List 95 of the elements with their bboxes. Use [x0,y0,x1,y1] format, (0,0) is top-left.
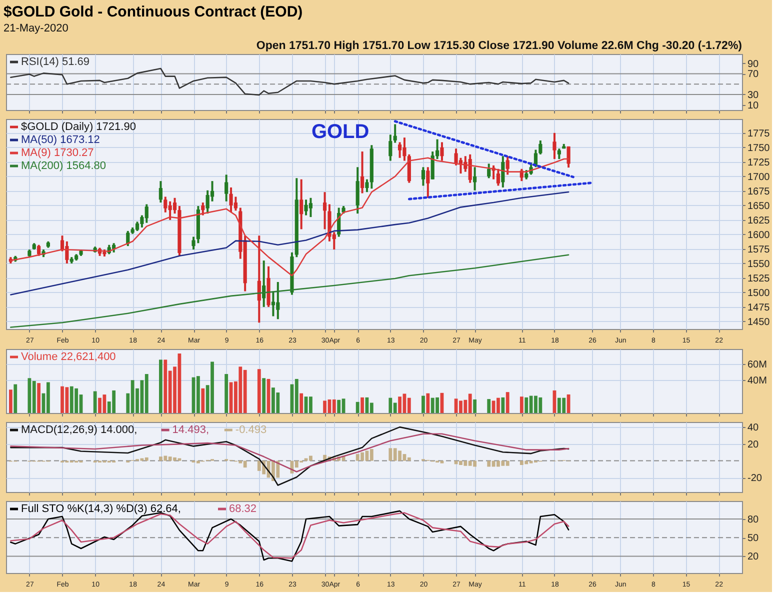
legend-label: Volume 22,621,400 [21,351,116,363]
bar [224,374,228,413]
y-tick-label: 40M [748,376,767,387]
bar [37,383,41,413]
y-tick-label: 80 [748,514,760,526]
y-tick-label: 1525 [748,273,770,284]
y-tick-label: 1650 [748,200,770,212]
y-tick-label: 20 [748,439,760,450]
bar [487,460,491,467]
chart-subtitle: 21-May-2020 [4,22,68,34]
bar [426,393,430,413]
y-tick-label: 1725 [748,157,770,168]
bar [501,397,505,413]
y-tick-label: 1675 [748,186,770,198]
bar [506,392,510,413]
bar [8,390,12,413]
y-tick-label: 40 [748,422,760,434]
bar [46,382,50,413]
chart-title: $GOLD Gold - Continuous Contract (EOD) [4,4,303,20]
candlestick [271,290,276,318]
legend-label: -0.493 [235,424,267,436]
bar [520,396,524,413]
bar [14,384,18,413]
bar [201,388,205,413]
candlestick [496,168,500,187]
legend-label: 14.493, [172,424,210,436]
bar [337,400,341,413]
y-tick-label: 1600 [748,230,770,241]
candlestick [552,132,556,160]
legend-label: MA(50) 1673.12 [21,134,100,146]
y-tick-label: 70 [748,69,760,80]
y-tick-label: 20 [748,552,760,563]
candlestick [300,178,304,230]
bar [407,398,411,413]
y-tick-label: 10 [748,100,760,112]
y-tick-label: 1450 [748,316,770,328]
bar [370,448,374,461]
y-tick-label: 1475 [748,302,770,314]
bar [294,378,298,413]
y-tick-label: 1750 [748,142,770,154]
candlestick [393,123,397,144]
y-tick-label: -20 [748,473,762,484]
candlestick [506,155,510,176]
bar [332,399,336,413]
bar [159,360,162,413]
candlestick [201,202,205,216]
candlestick [472,166,477,192]
candlestick [126,230,130,248]
candlestick [224,174,228,202]
legend-label: $GOLD (Daily) 1721.90 [21,121,136,133]
candlestick [538,139,542,156]
legend-label: MACD(12,26,9) 14.000, [21,424,138,436]
bar [93,391,97,413]
line-series [10,254,570,328]
bar [356,402,360,413]
y-tick-label: 1575 [748,244,770,256]
line-series [10,191,570,296]
y-tick-label: 50 [748,533,760,544]
text: Open 1751.70 High 1751.70 Low 1715.30 Close 1721.90 Volume 22.6M Chg -30.20 (-1.72%) [256,40,742,52]
bar [487,399,491,413]
candlestick [158,180,162,204]
bar [300,393,304,413]
bar [407,457,411,461]
candlestick [37,244,41,257]
y-tick-label: 30 [748,90,760,101]
legend-label: MA(200) 1564.80 [21,160,106,172]
bar [360,397,364,413]
candlestick [501,155,505,188]
bar [524,397,528,413]
legend-label: 68.32 [229,503,257,515]
candlestick [426,166,430,199]
legend-label: Full STO %K(14,3) %D(3) 62.64, [21,503,181,515]
bar [262,378,266,413]
bar [257,369,261,413]
annotation: GOLD [311,121,370,143]
candlestick [421,166,426,187]
y-tick-label: 1550 [748,258,770,270]
bar [473,399,476,413]
y-tick-label: 1775 [748,128,770,140]
y-tick-label: 1700 [748,172,770,183]
legend-label: RSI(14) 51.69 [21,56,90,68]
candlestick [440,141,444,162]
y-tick-label: 90 [748,58,760,70]
y-tick-label: 60M [748,359,767,370]
line-series [10,68,570,96]
legend-label: MA(9) 1730.27 [21,147,94,159]
candlestick [388,134,392,162]
line-series [10,426,570,486]
candlestick [557,148,561,160]
y-tick-label: 1500 [748,288,770,299]
y-tick-label: 1625 [748,215,770,226]
bar [422,396,425,413]
candlestick [487,162,491,180]
candlestick [135,220,140,232]
candlestick [360,150,364,194]
